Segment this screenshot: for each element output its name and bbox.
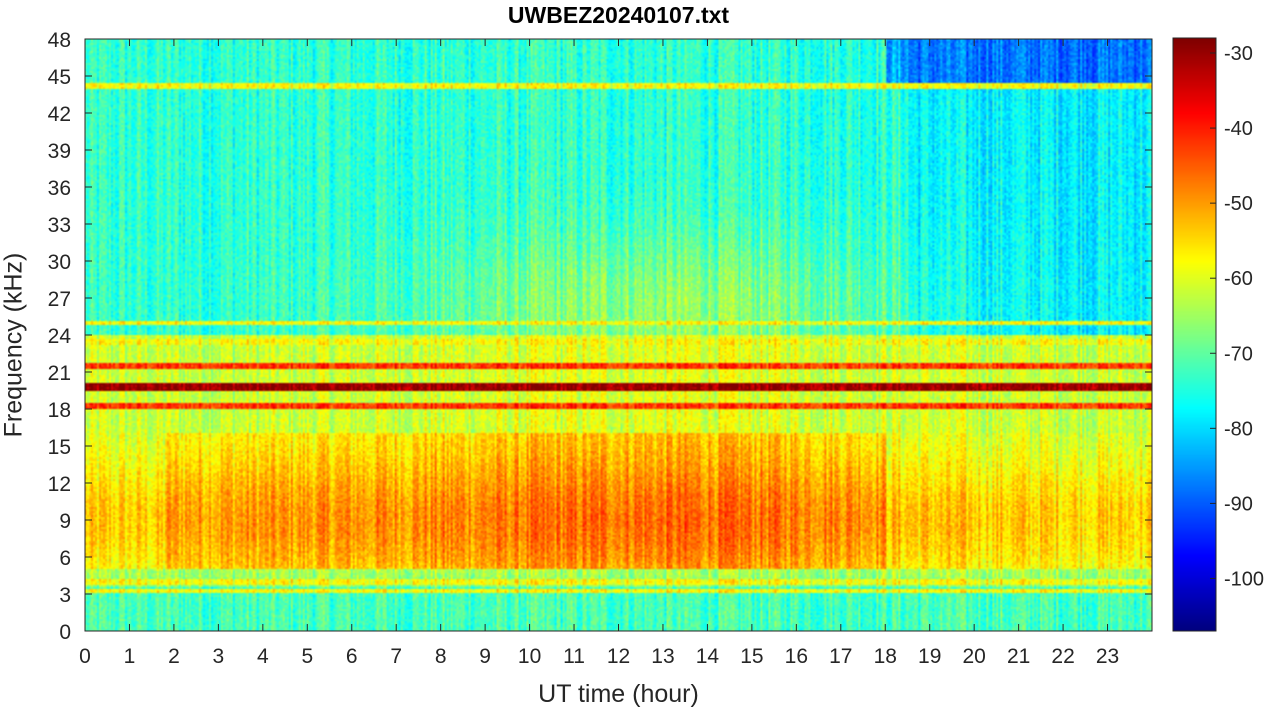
x-axis-label: UT time (hour) bbox=[538, 680, 699, 708]
colorbar-tick-label: -60 bbox=[1224, 268, 1253, 290]
x-axis: 0 1 2 3 4 5 6 7 8 9 10 11 12 13 14 15 16 17 18 19 20 21 22 23 bbox=[79, 39, 1119, 668]
x-tick-label: 18 bbox=[874, 645, 897, 668]
y-tick-label: 45 bbox=[48, 66, 71, 89]
colorbar-tick-label: -40 bbox=[1224, 118, 1253, 140]
x-tick-label: 23 bbox=[1096, 645, 1119, 668]
x-tick-label: 7 bbox=[390, 645, 402, 668]
colorbar-tick-label: -80 bbox=[1224, 418, 1253, 440]
y-tick-label: 36 bbox=[48, 177, 71, 200]
x-tick-label: 8 bbox=[435, 645, 447, 668]
y-tick-label: 30 bbox=[48, 251, 71, 274]
x-tick-label: 19 bbox=[918, 645, 941, 668]
y-tick-label: 42 bbox=[48, 103, 71, 126]
x-tick-label: 3 bbox=[213, 645, 225, 668]
chart-title: UWBEZ20240107.txt bbox=[507, 2, 730, 28]
x-tick-label: 20 bbox=[962, 645, 985, 668]
y-tick-label: 21 bbox=[48, 362, 71, 385]
x-tick-label: 22 bbox=[1051, 645, 1074, 668]
y-tick-label: 18 bbox=[48, 399, 71, 422]
x-tick-label: 10 bbox=[518, 645, 541, 668]
x-tick-label: 15 bbox=[740, 645, 763, 668]
x-tick-label: 17 bbox=[829, 645, 852, 668]
x-tick-label: 6 bbox=[346, 645, 358, 668]
y-tick-label: 0 bbox=[59, 621, 71, 644]
x-tick-label: 12 bbox=[607, 645, 630, 668]
colorbar-tick-label: -30 bbox=[1224, 43, 1253, 65]
colorbar-tick-label: -50 bbox=[1224, 193, 1253, 215]
y-tick-label: 48 bbox=[48, 29, 71, 52]
x-tick-label: 9 bbox=[479, 645, 491, 668]
y-tick-label: 9 bbox=[59, 510, 71, 533]
colorbar-tick-label: -100 bbox=[1224, 568, 1264, 590]
colorbar-gradient bbox=[1173, 38, 1216, 631]
x-tick-label: 2 bbox=[168, 645, 180, 668]
y-axis-label: Frequency (kHz) bbox=[0, 252, 28, 438]
y-tick-label: 12 bbox=[48, 473, 71, 496]
y-tick-label: 15 bbox=[48, 436, 71, 459]
x-tick-label: 1 bbox=[124, 645, 136, 668]
y-tick-label: 33 bbox=[48, 214, 71, 237]
y-tick-label: 6 bbox=[59, 547, 71, 570]
x-tick-label: 21 bbox=[1007, 645, 1030, 668]
colorbar-tick-label: -90 bbox=[1224, 493, 1253, 515]
x-tick-label: 16 bbox=[785, 645, 808, 668]
x-tick-label: 13 bbox=[651, 645, 674, 668]
x-tick-label: 4 bbox=[257, 645, 269, 668]
colorbar-axis: -30 -40 -50 -60 -70 -80 -90 -100 bbox=[1210, 43, 1264, 590]
x-tick-label: 0 bbox=[79, 645, 91, 668]
colorbar-tick-label: -70 bbox=[1224, 343, 1253, 365]
y-tick-label: 24 bbox=[48, 325, 72, 348]
spectrogram-heatmap bbox=[85, 39, 1152, 631]
x-tick-label: 11 bbox=[563, 645, 585, 668]
x-tick-label: 5 bbox=[301, 645, 313, 668]
y-tick-label: 39 bbox=[48, 140, 71, 163]
x-tick-label: 14 bbox=[696, 645, 720, 668]
y-tick-label: 3 bbox=[59, 584, 71, 607]
colorbar-frame bbox=[1172, 37, 1217, 632]
y-tick-label: 27 bbox=[48, 288, 71, 311]
